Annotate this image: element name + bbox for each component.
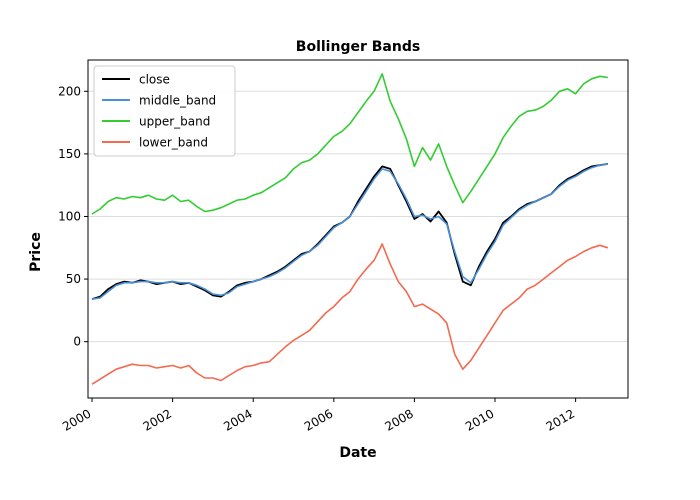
x-tick-label: 2000 (60, 406, 93, 433)
x-tick-label: 2008 (382, 406, 415, 433)
series-lines (91, 73, 609, 385)
y-tick-label: 200 (58, 84, 81, 98)
x-tick-label: 2006 (302, 406, 335, 433)
legend-label-lower-band: lower_band (139, 136, 208, 150)
chart-title: Bollinger Bands (296, 39, 420, 55)
x-axis-ticks: 2000 2002 2004 2006 2008 2010 2012 (60, 398, 577, 434)
plot-frame (87, 59, 629, 399)
series-line-upper-band (91, 73, 609, 215)
x-tick-label: 2002 (141, 406, 174, 433)
y-tick-label: 150 (58, 147, 81, 161)
legend: close middle_band upper_band lower_band (93, 65, 236, 157)
legend-label-upper-band: upper_band (139, 115, 210, 129)
x-tick-label: 2004 (221, 406, 254, 433)
y-tick-label: 50 (66, 272, 81, 286)
x-tick-label: 2012 (544, 406, 577, 433)
x-tick-label: 2010 (463, 406, 496, 433)
legend-label-middle-band: middle_band (139, 94, 216, 108)
series-line-lower-band (91, 243, 609, 385)
y-tick-label: 0 (73, 335, 81, 349)
legend-box (93, 65, 236, 157)
y-axis-ticks: 0 50 100 150 200 (58, 84, 88, 349)
y-axis-label: Price (28, 232, 44, 272)
series-line-middle-band (91, 163, 609, 300)
legend-label-close: close (139, 73, 170, 87)
x-axis-label: Date (339, 445, 376, 461)
y-tick-label: 100 (58, 209, 81, 223)
